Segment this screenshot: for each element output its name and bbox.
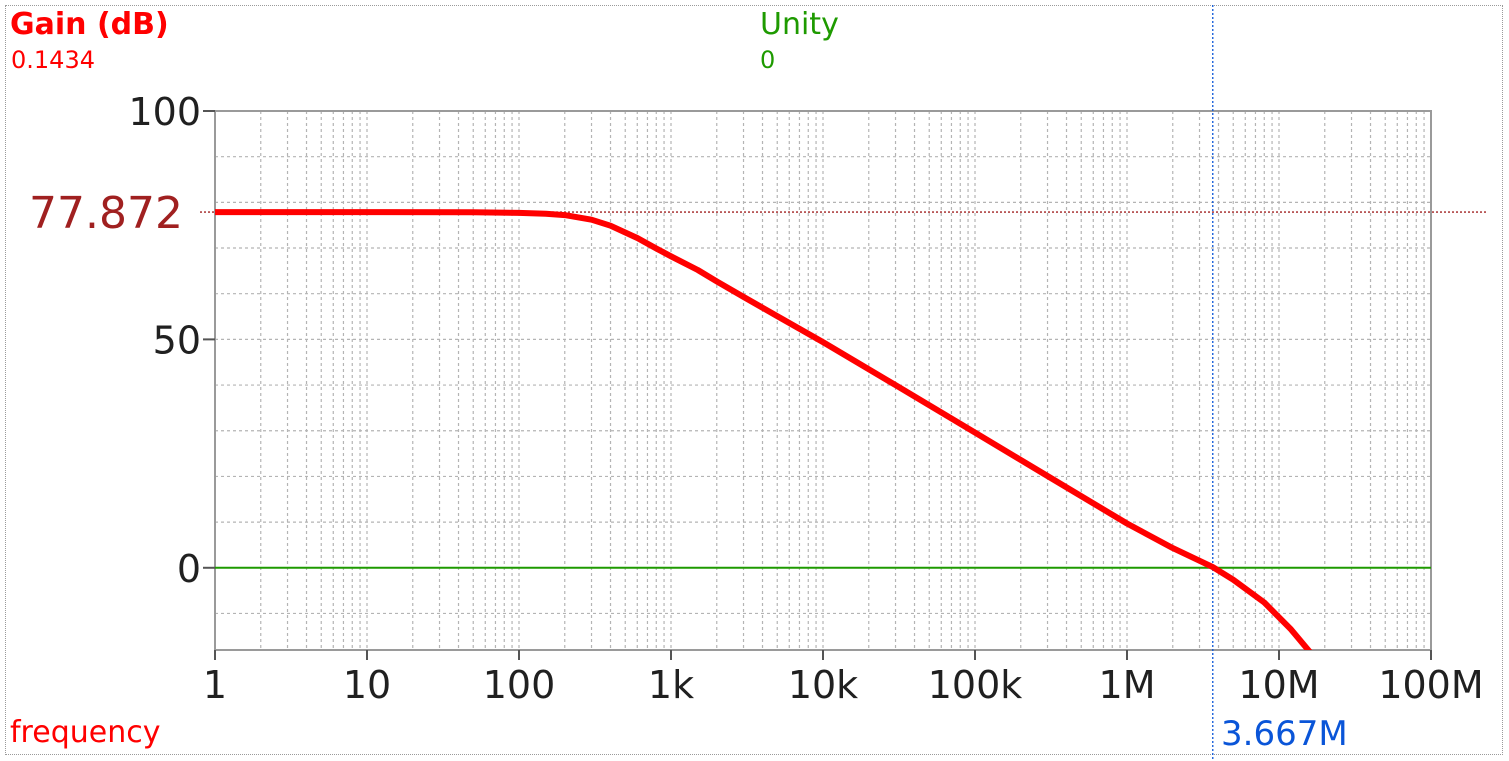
x-tick-label: 1M [1099, 663, 1156, 707]
x-tick-label: 100k [928, 663, 1023, 707]
cursor-x-readout: 3.667M [1221, 714, 1348, 754]
gain-trace [215, 209, 1313, 650]
x-tick-label: 1 [203, 663, 227, 707]
trace-name[interactable]: Gain (dB) [10, 7, 169, 42]
trace-cursor-value: 0.1434 [11, 46, 95, 74]
x-tick-label: 100M [1378, 663, 1483, 707]
y-tick-label: 50 [153, 318, 201, 362]
reference-trace-name[interactable]: Unity [760, 7, 839, 42]
x-tick-label: 100 [483, 663, 556, 707]
cursor-y-readout: 77.872 [29, 188, 183, 239]
x-tick-label: 1k [648, 663, 694, 707]
x-axis-label[interactable]: frequency [10, 715, 161, 750]
y-tick-label: 0 [177, 547, 201, 591]
plot-frame [5, 5, 1503, 755]
x-tick-label: 10 [343, 663, 391, 707]
x-tick-label: 10M [1238, 663, 1319, 707]
y-tick-label: 100 [128, 90, 201, 134]
x-tick-label: 10k [788, 663, 858, 707]
reference-cursor-value: 0 [760, 46, 776, 74]
